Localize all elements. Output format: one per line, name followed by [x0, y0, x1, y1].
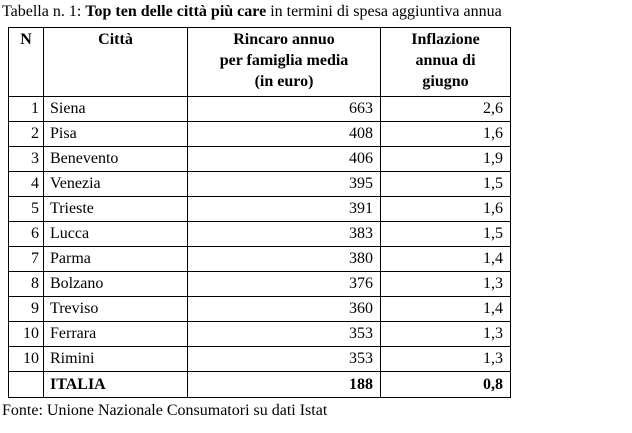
table-row: 1 Siena 663 2,6 [8, 96, 511, 122]
city-cell: Treviso [43, 296, 188, 322]
table-row: 9 Treviso 360 1,4 [8, 296, 511, 322]
rincaro-cell: 188 [187, 371, 381, 398]
table-row: 4 Venezia 395 1,5 [8, 171, 511, 197]
rincaro-cell: 360 [187, 296, 381, 322]
city-cell: Bolzano [43, 271, 188, 297]
table-row: 7 Parma 380 1,4 [8, 246, 511, 272]
city-cell: Pisa [43, 121, 188, 147]
table-row: 10 Ferrara 353 1,3 [8, 321, 511, 347]
caption-suffix: in termini di spesa aggiuntiva annua [266, 3, 502, 20]
inflazione-cell: 0,8 [380, 371, 511, 398]
rank-cell: 5 [8, 196, 44, 222]
header-inflazione: Inflazione annua di giugno [380, 27, 511, 97]
rank-cell: 1 [8, 96, 44, 122]
total-row-italia: ITALIA 188 0,8 [8, 371, 511, 398]
inflazione-cell: 1,3 [380, 321, 511, 347]
rank-cell: 9 [8, 296, 44, 322]
rank-cell: 10 [8, 346, 44, 372]
inflazione-cell: 1,6 [380, 196, 511, 222]
table-row: 8 Bolzano 376 1,3 [8, 271, 511, 297]
rank-cell: 8 [8, 271, 44, 297]
inflazione-cell: 1,3 [380, 271, 511, 297]
rank-cell [8, 371, 44, 398]
table-row: 10 Rimini 353 1,3 [8, 346, 511, 372]
inflazione-cell: 1,3 [380, 346, 511, 372]
table-row: 5 Trieste 391 1,6 [8, 196, 511, 222]
rank-cell: 10 [8, 321, 44, 347]
rincaro-cell: 663 [187, 96, 381, 122]
rincaro-cell: 406 [187, 146, 381, 172]
inflazione-cell: 1,5 [380, 221, 511, 247]
city-cell: Parma [43, 246, 188, 272]
inflazione-cell: 1,5 [380, 171, 511, 197]
rank-cell: 6 [8, 221, 44, 247]
table-caption: Tabella n. 1: Top ten delle città più ca… [2, 2, 632, 22]
rank-cell: 3 [8, 146, 44, 172]
city-cell: Lucca [43, 221, 188, 247]
header-row: N Città Rincaro annuo per famiglia media… [8, 27, 511, 97]
city-cell: Venezia [43, 171, 188, 197]
inflazione-cell: 2,6 [380, 96, 511, 122]
source-note: Fonte: Unione Nazionale Consumatori su d… [2, 402, 328, 419]
table-row: 2 Pisa 408 1,6 [8, 121, 511, 147]
caption-bold-text: Top ten delle città più care [85, 3, 267, 20]
header-rincaro: Rincaro annuo per famiglia media (in eur… [187, 27, 381, 97]
inflazione-cell: 1,9 [380, 146, 511, 172]
rincaro-cell: 391 [187, 196, 381, 222]
rincaro-cell: 353 [187, 346, 381, 372]
table-row: 3 Benevento 406 1,9 [8, 146, 511, 172]
inflazione-cell: 1,6 [380, 121, 511, 147]
rank-cell: 4 [8, 171, 44, 197]
rincaro-cell: 383 [187, 221, 381, 247]
city-cell: ITALIA [43, 371, 188, 398]
city-cell: Siena [43, 96, 188, 122]
rank-cell: 7 [8, 246, 44, 272]
caption-prefix: Tabella n. 1: [2, 3, 86, 20]
rank-cell: 2 [8, 121, 44, 147]
inflazione-cell: 1,4 [380, 296, 511, 322]
rincaro-cell: 376 [187, 271, 381, 297]
rincaro-cell: 353 [187, 321, 381, 347]
city-cell: Benevento [43, 146, 188, 172]
top-ten-cities-table: N Città Rincaro annuo per famiglia media… [8, 27, 511, 398]
city-cell: Rimini [43, 346, 188, 372]
city-cell: Trieste [43, 196, 188, 222]
rincaro-cell: 395 [187, 171, 381, 197]
header-city: Città [43, 27, 188, 97]
rincaro-cell: 408 [187, 121, 381, 147]
city-cell: Ferrara [43, 321, 188, 347]
header-rank: N [8, 27, 44, 97]
inflazione-cell: 1,4 [380, 246, 511, 272]
rincaro-cell: 380 [187, 246, 381, 272]
table-row: 6 Lucca 383 1,5 [8, 221, 511, 247]
